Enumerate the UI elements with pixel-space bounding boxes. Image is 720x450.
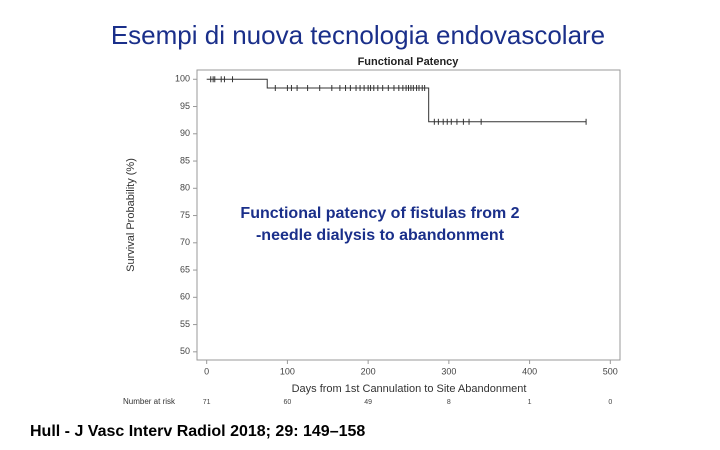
chart-title: Functional Patency [358,56,460,68]
annotation: -needle dialysis to abandonment [256,227,505,244]
y-tick-label: 80 [180,183,190,193]
x-tick-label: 400 [522,366,537,376]
y-tick-label: 70 [180,237,190,247]
at-risk-label: Number at risk [123,397,176,406]
y-axis-label: Survival Probability (%) [125,158,137,272]
y-tick-label: 65 [180,264,190,274]
y-tick-label: 100 [175,74,190,84]
y-tick-label: 55 [180,319,190,329]
survival-curve [206,78,587,123]
at-risk-value: 1 [528,399,532,406]
y-tick-label: 75 [180,210,190,220]
at-risk-value: 71 [203,399,211,406]
x-tick-label: 0 [204,366,209,376]
x-axis-label: Days from 1st Cannulation to Site Abando… [292,383,527,395]
slide-title: Esempi di nuova tecnologia endovascolare [111,20,605,50]
x-tick-label: 100 [280,366,295,376]
x-tick-label: 200 [361,366,376,376]
annotation: Functional patency of fistulas from 2 [240,205,519,222]
y-tick-label: 85 [180,155,190,165]
y-tick-label: 50 [180,346,190,356]
x-tick-label: 500 [603,366,618,376]
at-risk-value: 0 [608,399,612,406]
x-tick-label: 300 [441,366,456,376]
y-tick-label: 90 [180,128,190,138]
at-risk-value: 49 [364,399,372,406]
citation: Hull - J Vasc Interv Radiol 2018; 29: 14… [30,423,365,440]
plot-frame [196,69,621,361]
y-tick-label: 60 [180,292,190,302]
y-tick-label: 95 [180,101,190,111]
at-risk-value: 8 [447,399,451,406]
at-risk-value: 60 [284,399,292,406]
